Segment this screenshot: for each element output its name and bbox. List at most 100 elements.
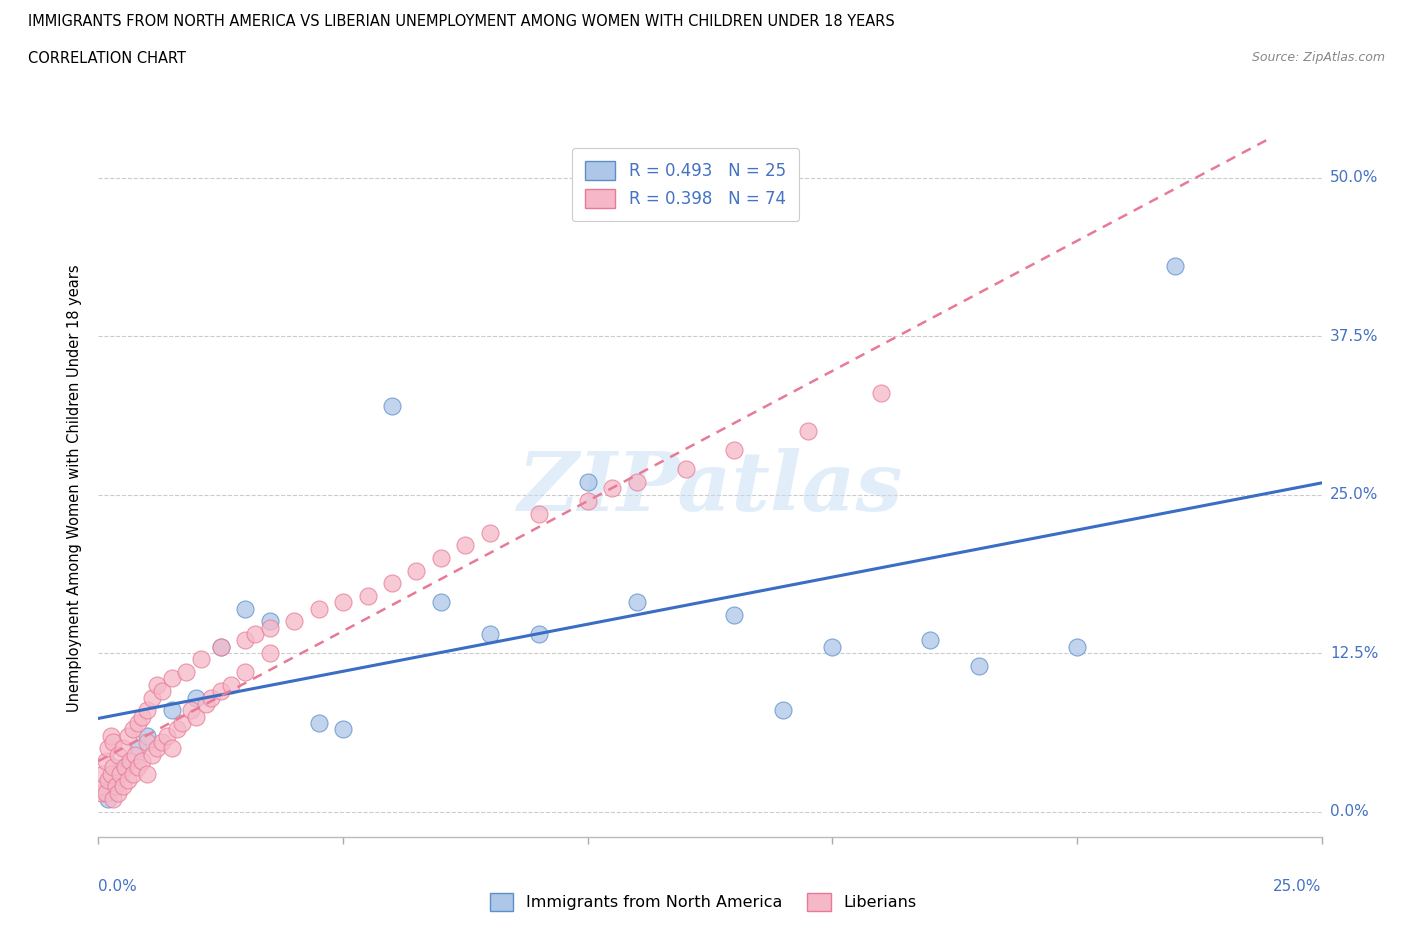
Point	[101, 791, 124, 806]
Point	[100, 728, 122, 743]
Point	[478, 627, 501, 642]
Point	[121, 722, 143, 737]
Point	[243, 627, 266, 642]
Point	[405, 564, 427, 578]
Point	[121, 766, 143, 781]
Point	[283, 614, 305, 629]
Point	[91, 766, 114, 781]
Point	[723, 443, 745, 458]
Point	[146, 741, 169, 756]
Point	[381, 576, 404, 591]
Point	[233, 665, 256, 680]
Point	[136, 735, 159, 750]
Point	[94, 785, 117, 800]
Point	[124, 747, 146, 762]
Y-axis label: Unemployment Among Women with Children Under 18 years: Unemployment Among Women with Children U…	[67, 264, 83, 712]
Point	[332, 722, 354, 737]
Point	[110, 766, 132, 781]
Point	[430, 595, 453, 610]
Point	[195, 697, 218, 711]
Text: Source: ZipAtlas.com: Source: ZipAtlas.com	[1251, 51, 1385, 64]
Legend: R = 0.493   N = 25, R = 0.398   N = 74: R = 0.493 N = 25, R = 0.398 N = 74	[572, 148, 799, 221]
Point	[675, 462, 697, 477]
Text: 25.0%: 25.0%	[1274, 879, 1322, 894]
Point	[190, 652, 212, 667]
Point	[117, 728, 139, 743]
Point	[170, 715, 193, 730]
Point	[101, 778, 124, 793]
Point	[1164, 259, 1187, 273]
Point	[127, 760, 149, 775]
Point	[233, 633, 256, 648]
Point	[209, 639, 232, 654]
Point	[576, 494, 599, 509]
Point	[200, 690, 222, 705]
Point	[136, 766, 159, 781]
Point	[308, 602, 330, 617]
Point	[259, 614, 281, 629]
Point	[146, 677, 169, 692]
Point	[97, 773, 120, 788]
Point	[111, 741, 134, 756]
Point	[600, 481, 623, 496]
Point	[870, 386, 893, 401]
Point	[356, 589, 378, 604]
Point	[160, 671, 183, 686]
Point	[160, 703, 183, 718]
Point	[772, 703, 794, 718]
Point	[797, 424, 820, 439]
Point	[259, 620, 281, 635]
Point	[219, 677, 242, 692]
Point	[150, 684, 173, 698]
Point	[332, 595, 354, 610]
Point	[259, 645, 281, 660]
Point	[127, 741, 149, 756]
Text: IMMIGRANTS FROM NORTH AMERICA VS LIBERIAN UNEMPLOYMENT AMONG WOMEN WITH CHILDREN: IMMIGRANTS FROM NORTH AMERICA VS LIBERIA…	[28, 14, 894, 29]
Point	[100, 766, 122, 781]
Text: 50.0%: 50.0%	[1330, 170, 1378, 185]
Point	[381, 398, 404, 413]
Point	[723, 607, 745, 622]
Point	[626, 474, 648, 489]
Point	[107, 747, 129, 762]
Point	[527, 506, 550, 521]
Point	[90, 785, 112, 800]
Point	[308, 715, 330, 730]
Point	[156, 728, 179, 743]
Point	[176, 665, 198, 680]
Point	[430, 551, 453, 565]
Point	[141, 747, 163, 762]
Point	[478, 525, 501, 540]
Point	[186, 709, 208, 724]
Text: CORRELATION CHART: CORRELATION CHART	[28, 51, 186, 66]
Point	[94, 753, 117, 768]
Point	[101, 735, 124, 750]
Point	[180, 703, 202, 718]
Text: 37.5%: 37.5%	[1330, 328, 1378, 343]
Text: 25.0%: 25.0%	[1330, 487, 1378, 502]
Point	[1066, 639, 1088, 654]
Point	[967, 658, 990, 673]
Text: ZIPatlas: ZIPatlas	[517, 448, 903, 528]
Point	[111, 760, 134, 775]
Point	[136, 703, 159, 718]
Point	[920, 633, 942, 648]
Point	[454, 538, 477, 552]
Point	[166, 722, 188, 737]
Text: 0.0%: 0.0%	[98, 879, 138, 894]
Point	[127, 715, 149, 730]
Point	[117, 773, 139, 788]
Point	[150, 735, 173, 750]
Point	[821, 639, 844, 654]
Point	[107, 785, 129, 800]
Legend: Immigrants from North America, Liberians: Immigrants from North America, Liberians	[484, 886, 922, 917]
Text: 12.5%: 12.5%	[1330, 645, 1378, 660]
Point	[160, 741, 183, 756]
Point	[136, 728, 159, 743]
Point	[209, 684, 232, 698]
Point	[626, 595, 648, 610]
Point	[111, 778, 134, 793]
Point	[186, 690, 208, 705]
Point	[141, 690, 163, 705]
Point	[527, 627, 550, 642]
